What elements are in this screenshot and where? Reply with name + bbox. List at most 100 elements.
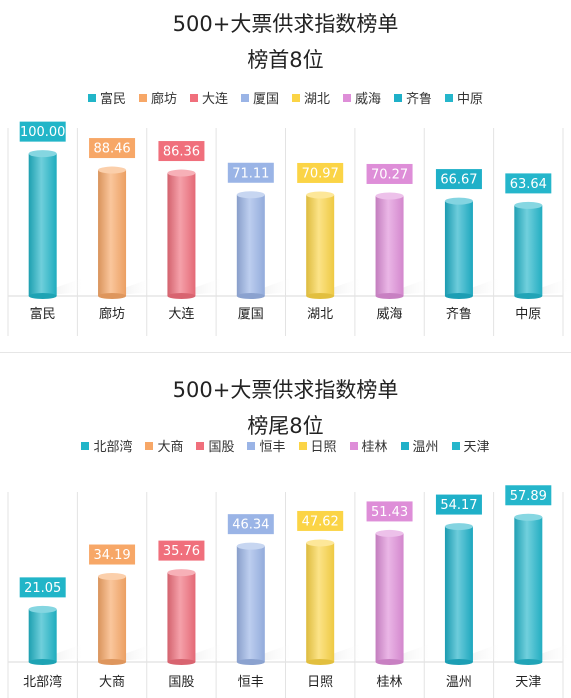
data-label: 66.67 [440, 173, 477, 188]
bar-top [98, 166, 127, 174]
data-label: 70.97 [302, 166, 339, 181]
bar-base [444, 293, 473, 299]
data-label-box [158, 141, 205, 162]
legend-swatch [343, 93, 352, 102]
legend-swatch [138, 93, 147, 102]
legend-item: 廊坊 [138, 88, 177, 107]
bar [375, 533, 404, 662]
bar [98, 170, 127, 296]
data-label: 88.46 [93, 142, 130, 157]
data-label: 70.27 [371, 167, 408, 182]
data-label-box [435, 169, 482, 190]
legend-swatch [247, 441, 256, 450]
data-label-box [89, 138, 136, 159]
bar [167, 572, 196, 662]
category-label: 齐鲁 [446, 306, 472, 322]
bar [98, 576, 127, 662]
category-label: 天津 [515, 675, 541, 690]
panel-divider [0, 352, 571, 353]
legend-item: 中原 [445, 88, 483, 107]
legend-item: 湖北 [292, 88, 330, 107]
category-label: 北部湾 [23, 674, 62, 690]
legend-item: 厦国 [240, 88, 279, 107]
legend-item: 威海 [343, 88, 381, 107]
data-label-box [19, 121, 66, 142]
chart-subtitle: 榜尾8位 [247, 414, 324, 438]
legend-item: 日照 [298, 436, 337, 455]
bar [514, 517, 543, 662]
legend-label: 日照 [310, 440, 337, 455]
category-label: 威海 [377, 307, 403, 322]
data-label-box [297, 510, 344, 531]
bar-top [444, 197, 473, 205]
data-label: 21.05 [24, 581, 61, 596]
legend-label: 温州 [412, 440, 439, 455]
bar-top [306, 191, 335, 199]
chart-panel-bottom: 500+大票供求指数榜单 榜尾8位 北部湾 大商 国股 恒丰 日照 桂林 温州 天津 21.0… [0, 360, 571, 698]
data-label-box [297, 162, 344, 183]
legend-label: 恒丰 [259, 440, 286, 455]
legend-swatch [145, 441, 154, 450]
legend-swatch [400, 441, 409, 450]
bar-base [444, 659, 473, 665]
legend-swatch [298, 441, 307, 450]
grid-lines [7, 492, 564, 698]
legend-swatch [394, 93, 403, 102]
legend-swatch [451, 441, 460, 450]
bar-top [28, 605, 57, 613]
bar-base [98, 659, 127, 665]
legend-label: 大连 [201, 92, 228, 107]
legend-item: 富民 [87, 88, 126, 107]
chart-legend: 北部湾 大商 国股 恒丰 日照 桂林 温州 天津 [0, 436, 571, 455]
category-label: 湖北 [307, 307, 333, 322]
legend-swatch [189, 93, 198, 102]
bar-top [514, 513, 543, 521]
category-label: 恒丰 [238, 675, 264, 690]
legend-item: 大商 [145, 436, 183, 455]
category-label: 廊坊 [99, 306, 125, 322]
data-label-box [366, 163, 413, 184]
bar-base [167, 293, 196, 299]
legend-swatch [349, 441, 358, 450]
legend-label: 天津 [463, 440, 490, 455]
bar-top [236, 542, 265, 550]
bar-top [375, 192, 404, 200]
category-label: 温州 [446, 675, 472, 690]
category-label: 厦国 [238, 307, 264, 322]
grid-lines [7, 128, 564, 336]
legend-item: 温州 [400, 436, 439, 455]
data-label: 86.36 [163, 145, 200, 160]
legend-label: 桂林 [361, 440, 388, 455]
legend-item: 国股 [196, 436, 234, 455]
bar-top [444, 523, 473, 531]
data-label-box [89, 544, 136, 565]
chart-panel-top: 500+大票供求指数榜单 榜首8位 富民 廊坊 大连 厦国 湖北 威海 齐鲁 中原 100.0… [0, 0, 571, 345]
data-label: 100.00 [20, 125, 66, 140]
legend-label: 厦国 [252, 92, 279, 107]
data-label: 34.19 [93, 548, 130, 563]
data-label-box [435, 494, 482, 515]
category-label: 中原 [515, 307, 541, 322]
legend-swatch [292, 93, 300, 102]
data-label: 63.64 [510, 177, 547, 192]
legend-label: 中原 [457, 92, 484, 107]
legend-item: 恒丰 [247, 436, 286, 455]
chart-title: 500+大票供求指数榜单 [172, 12, 399, 36]
category-label: 大商 [99, 675, 125, 690]
bar-base [28, 659, 57, 665]
bar-top [28, 150, 57, 158]
data-label-box [158, 540, 205, 561]
legend-item: 天津 [451, 436, 490, 455]
bar [375, 195, 404, 296]
bar-top [375, 529, 404, 537]
legend-label: 廊坊 [150, 92, 177, 107]
bar [444, 526, 473, 662]
data-label-box [366, 501, 413, 522]
data-label-box [19, 577, 66, 598]
data-label: 54.17 [440, 498, 477, 513]
legend-label: 北部湾 [93, 440, 133, 455]
legend-item: 桂林 [349, 436, 388, 455]
legend-label: 富民 [99, 92, 126, 107]
bar-top [306, 539, 335, 547]
data-label: 51.43 [371, 505, 408, 520]
